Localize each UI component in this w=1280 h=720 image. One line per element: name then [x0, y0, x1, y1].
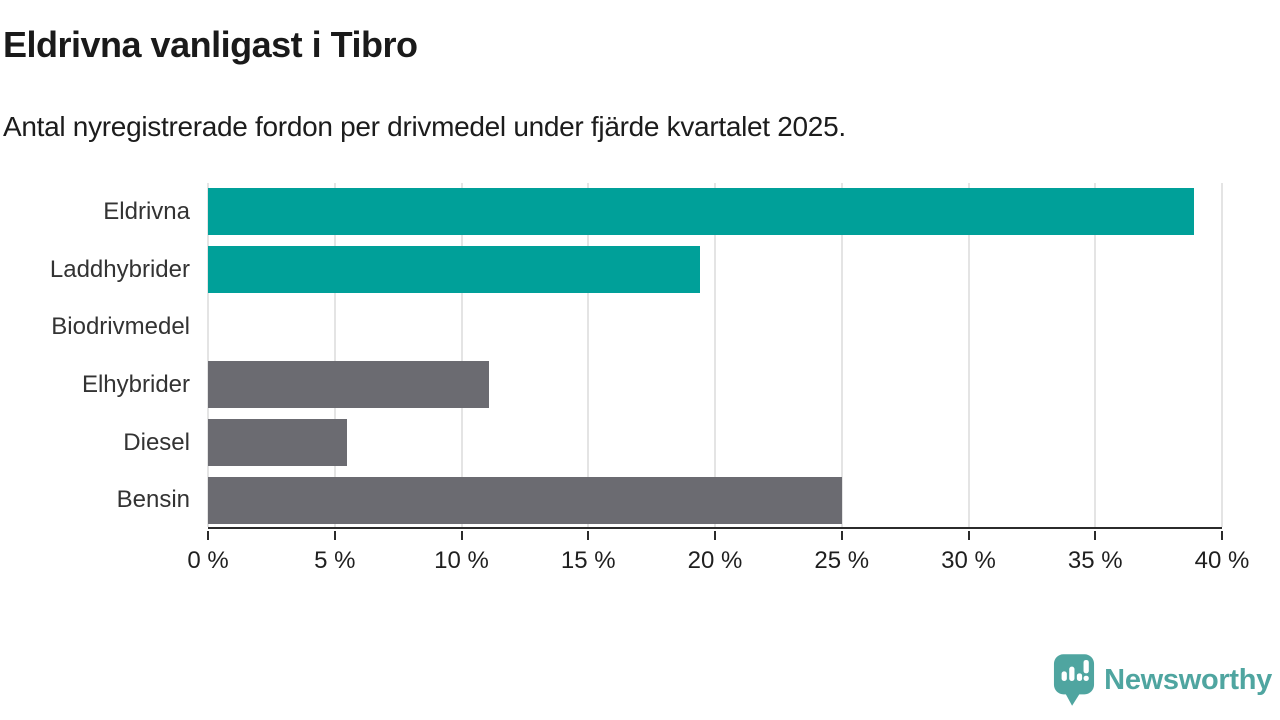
chart-title: Eldrivna vanligast i Tibro	[3, 24, 418, 65]
tick-label-5: 5 %	[314, 547, 356, 574]
gridline-40	[1221, 183, 1223, 527]
category-label-laddhybrider: Laddhybrider	[49, 255, 190, 283]
newsworthy-logo-icon	[1053, 653, 1095, 707]
tick-label-10: 10 %	[434, 547, 489, 574]
bar-diesel	[208, 419, 348, 466]
x-axis: 0 % 5 % 10 % 15 % 20 % 25 % 30 % 35 % 40 %	[187, 531, 1249, 591]
tick-mark-40	[1221, 531, 1223, 540]
category-label-bensin: Bensin	[116, 486, 190, 514]
tick-label-25: 25 %	[814, 547, 870, 574]
tick-label-20: 20 %	[687, 547, 743, 574]
tick-mark-35	[1094, 531, 1097, 540]
gridline-10	[460, 183, 463, 527]
chart-subtitle: Antal nyregistrerade fordon per drivmede…	[3, 111, 846, 142]
tick-label-35: 35 %	[1067, 547, 1123, 574]
brand-logo: Newsworthy	[1053, 653, 1272, 707]
tick-mark-15	[587, 531, 590, 540]
category-label-elhybrider: Elhybrider	[81, 370, 190, 398]
category-label-biodrivmedel: Biodrivmedel	[51, 313, 190, 341]
tick-mark-25	[840, 531, 843, 540]
tick-label-15: 15 %	[560, 547, 616, 574]
gridline-15	[587, 183, 590, 527]
y-axis-category-labels: Eldrivna Laddhybrider Biodrivmedel Elhybrid…	[0, 183, 208, 529]
bar-bensin	[208, 476, 842, 524]
gridline-35	[1094, 183, 1097, 527]
gridline-20	[714, 183, 716, 527]
plot-area	[207, 183, 1223, 529]
tick-label-30: 30 %	[941, 547, 996, 574]
tick-mark-30	[967, 531, 970, 540]
brand-name: Newsworthy	[1104, 663, 1272, 696]
bar-elhybrider	[208, 361, 490, 409]
bar-laddhybrider	[208, 246, 700, 293]
tick-mark-5	[333, 531, 336, 540]
tick-label-40: 40 %	[1194, 547, 1250, 574]
category-label-eldrivna: Eldrivna	[103, 197, 190, 225]
gridline-0	[207, 183, 209, 527]
category-label-diesel: Diesel	[123, 428, 190, 456]
tick-mark-10	[460, 531, 463, 540]
tick-label-0: 0 %	[187, 547, 229, 574]
tick-mark-0	[207, 531, 209, 540]
gridline-5	[333, 183, 336, 527]
bar-eldrivna	[208, 188, 1195, 236]
gridline-25	[840, 183, 843, 527]
gridline-30	[967, 183, 970, 527]
tick-mark-20	[714, 531, 716, 540]
